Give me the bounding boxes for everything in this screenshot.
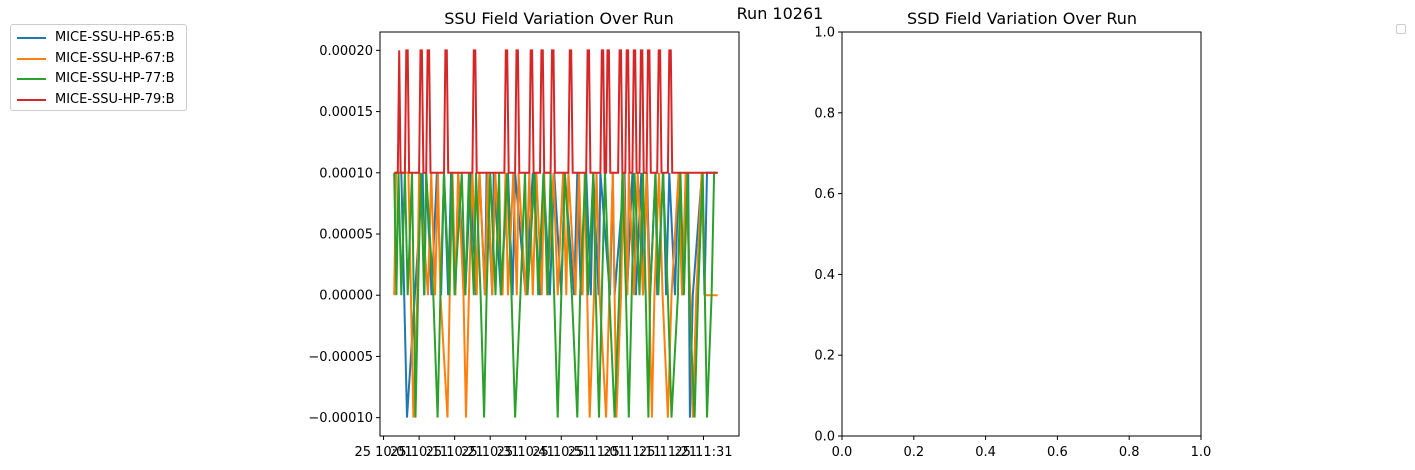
ssd-x-tick-label: 0.6 — [1047, 445, 1068, 460]
ssd-y-tick-label: 0.0 — [814, 430, 835, 445]
legend-entry-hp79: MICE-SSU-HP-79:B — [11, 90, 186, 110]
legend-entry-hp77: MICE-SSU-HP-77:B — [11, 69, 186, 89]
ssd-y-tick-label: 0.8 — [814, 106, 835, 121]
ssd-x-tick-label: 0.0 — [832, 445, 853, 460]
ssu-x-tick-label: 25 10:11 — [390, 445, 448, 460]
ssu-y-ticks: 0.00020 0.00015 0.00010 0.00005 0.00000 −0.00… — [308, 44, 380, 426]
ssd-y-tick-label: 0.4 — [814, 268, 835, 283]
ssu-x-tick-label: 25 11:31 — [674, 445, 732, 460]
ssu-y-tick-label: −0.00005 — [308, 350, 373, 365]
ssd-x-tick-label: 0.8 — [1119, 445, 1140, 460]
legend-entry-hp65: MICE-SSU-HP-65:B — [11, 28, 186, 48]
ssd-x-tick-label: 0.4 — [975, 445, 996, 460]
ssd-axes: SSD Field Variation Over Run 1.00.80.60.… — [814, 9, 1211, 460]
ssd-y-tick-label: 0.2 — [814, 349, 835, 364]
ssd-title: SSD Field Variation Over Run — [907, 9, 1137, 28]
ssd-x-tick-label: 0.2 — [903, 445, 924, 460]
legend-label-hp67: MICE-SSU-HP-67:B — [55, 51, 175, 66]
ssu-x-tick-label: 25 11:21 — [639, 445, 697, 460]
ssu-x-tick-label: 25 10:01 — [354, 445, 412, 460]
ssd-plot-frame — [841, 31, 1202, 437]
legend-swatch-hp65 — [17, 37, 46, 39]
ssu-y-tick-label: 0.00010 — [319, 166, 373, 181]
ssu-legend: MICE-SSU-HP-65:B MICE-SSU-HP-67:B MICE-S… — [10, 24, 187, 111]
legend-label-hp77: MICE-SSU-HP-77:B — [55, 71, 175, 86]
series-line-hp79 — [394, 49, 718, 174]
ssu-x-tick-label: 25 10:21 — [426, 445, 484, 460]
legend-label-hp65: MICE-SSU-HP-65:B — [55, 30, 175, 45]
ssu-x-tick-label: 25 11:01 — [568, 445, 626, 460]
legend-entry-hp67: MICE-SSU-HP-67:B — [11, 49, 186, 69]
ssd-y-tick-label: 0.6 — [814, 187, 835, 202]
ssd-y-tick-label: 1.0 — [814, 26, 835, 41]
ssu-x-tick-label: 25 10:31 — [461, 445, 519, 460]
figure-suptitle: Run 10261 — [737, 4, 824, 23]
ssd-x-ticks: 0.0 0.2 0.4 0.6 0.8 1.0 — [832, 436, 1212, 460]
ssu-y-tick-label: 0.00020 — [319, 44, 373, 59]
legend-swatch-hp77 — [17, 78, 46, 80]
ssd-y-ticks: 1.0 0.8 0.6 0.4 0.2 0.0 — [814, 26, 842, 445]
ssu-series-group — [393, 49, 718, 418]
ssu-y-tick-label: 0.00015 — [319, 105, 373, 120]
ssu-y-tick-label: 0.00000 — [319, 289, 373, 304]
ssu-y-tick-label: 0.00005 — [319, 228, 373, 243]
ssd-x-tick-label: 1.0 — [1191, 445, 1212, 460]
ssu-x-tick-label: 25 10:41 — [497, 445, 555, 460]
legend-swatch-hp67 — [17, 58, 46, 60]
legend-label-hp79: MICE-SSU-HP-79:B — [55, 92, 175, 107]
legend-swatch-hp79 — [17, 99, 46, 101]
ssu-axes: SSU Field Variation Over Run 0.000200.00… — [308, 9, 740, 460]
ssu-y-tick-label: −0.00010 — [308, 411, 373, 426]
ssu-x-tick-label: 25 10:51 — [532, 445, 590, 460]
ssu-title: SSU Field Variation Over Run — [444, 9, 673, 28]
ssu-x-tick-label: 25 11:11 — [603, 445, 661, 460]
ssd-empty-legend — [1396, 24, 1406, 34]
